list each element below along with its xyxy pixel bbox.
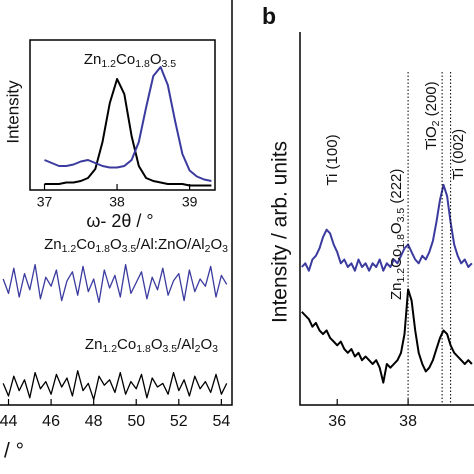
x-tick-label: 39 bbox=[182, 194, 198, 210]
x-tick-label: 52 bbox=[170, 413, 188, 430]
x-tick-label: 37 bbox=[37, 194, 53, 210]
data-line bbox=[44, 78, 212, 187]
panel-label: b bbox=[262, 3, 276, 29]
data-line bbox=[2, 263, 228, 304]
panel: 37 38 39 Zn1.2Co1.8O3.5 ω- 2θ / ° Intensity bbox=[3, 39, 216, 231]
inset-frame bbox=[29, 39, 216, 191]
data-line bbox=[301, 288, 473, 384]
axes-frame bbox=[0, 0, 233, 406]
series-label: Zn1.2Co1.8O3.5/Al:ZnO/Al2O3 bbox=[44, 236, 228, 255]
y-axis-label: Intensity bbox=[3, 80, 22, 144]
axes-frame bbox=[299, 32, 474, 406]
panel: Zn1.2Co1.8O3.5 (222) TiO2 (200) Ti (002) Ti… bbox=[262, 3, 474, 430]
panel: 44 46 48 50 52 54 Zn1.2Co1.8O3.5/Al:ZnO/Al2O3 Z… bbox=[0, 0, 233, 463]
x-tick-label: 46 bbox=[42, 413, 60, 430]
x-axis-label: ω- 2θ / ° bbox=[86, 211, 153, 231]
data-line bbox=[2, 370, 228, 401]
data-line bbox=[44, 66, 212, 182]
reference-label: Ti (002) bbox=[450, 129, 467, 180]
x-tick-label: 44 bbox=[0, 413, 18, 430]
x-tick-label: 38 bbox=[399, 413, 417, 430]
y-axis-label: Intensity / arb. units bbox=[269, 141, 292, 323]
x-tick-label: 36 bbox=[328, 413, 346, 430]
peak-label: Ti (100) bbox=[324, 134, 341, 185]
reference-label: Zn1.2Co1.8O3.5 (222) bbox=[388, 169, 407, 300]
inset-title: Zn1.2Co1.8O3.5 bbox=[84, 51, 176, 70]
series-label: Zn1.2Co1.8O3.5/Al2O3 bbox=[85, 336, 218, 355]
x-axis-label: / ° bbox=[4, 440, 24, 463]
reference-label: TiO2 (200) bbox=[423, 81, 442, 150]
x-tick-label: 54 bbox=[212, 413, 230, 430]
x-tick-label: 50 bbox=[127, 413, 145, 430]
x-tick-label: 38 bbox=[109, 194, 125, 210]
data-line bbox=[301, 183, 473, 272]
x-tick-label: 48 bbox=[85, 413, 103, 430]
